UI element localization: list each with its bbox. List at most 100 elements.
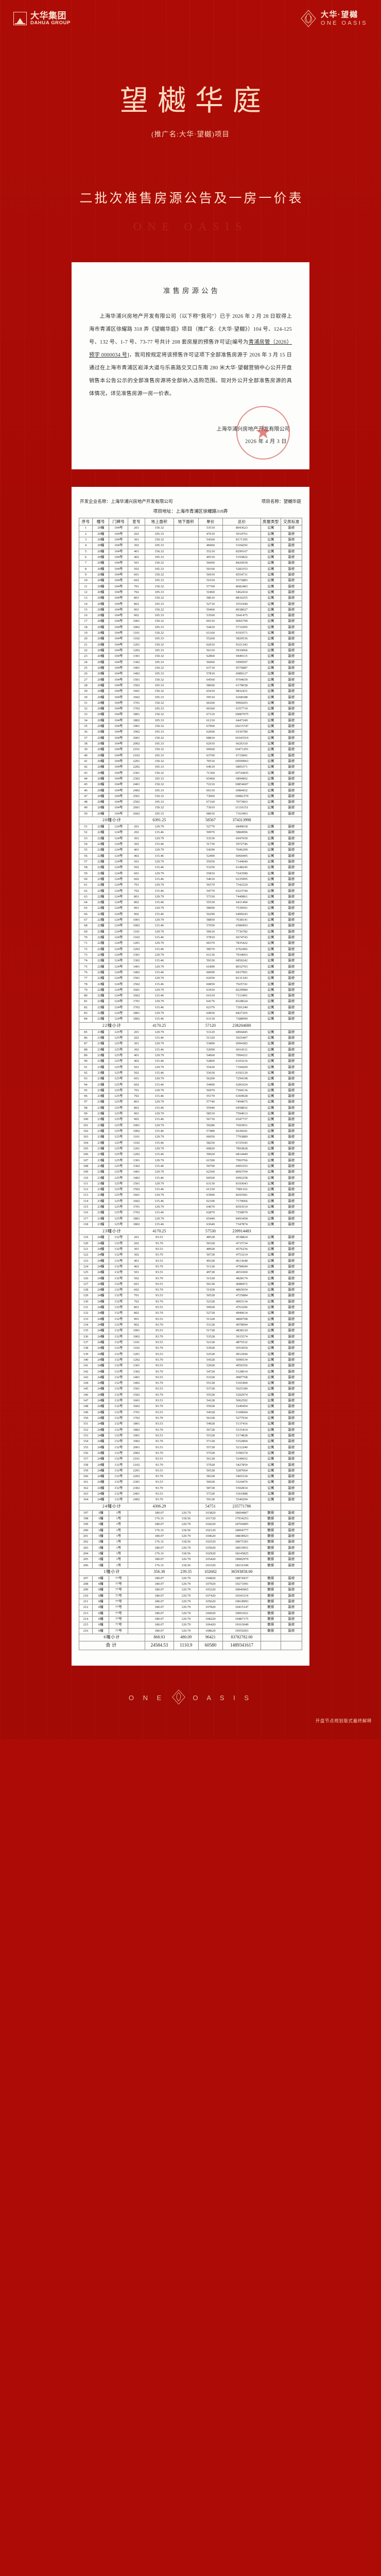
cell-地下面积 xyxy=(173,1210,199,1216)
cell-门牌号: 132号 xyxy=(109,1421,129,1428)
cell-门牌号: 132号 xyxy=(109,1252,129,1259)
cell-房屋类型: 公寓 xyxy=(260,993,281,999)
cell-序号: 207 xyxy=(79,1575,93,1582)
cell-房屋类型: 公寓 xyxy=(260,1490,281,1498)
cell-幢号: 6幢 xyxy=(92,1622,110,1629)
cell-幢号: 24幢 xyxy=(92,1467,110,1475)
cell-地下面积 xyxy=(173,1293,199,1299)
table-row: 119 24幢 132号 201 93.53 48528 4538824 公寓 装修 xyxy=(79,1234,303,1241)
cell-门牌号: 124号 xyxy=(109,934,129,941)
cell-单价: 62370 xyxy=(198,1004,223,1011)
cell-地上面积: 115.46 xyxy=(144,1163,174,1170)
cell-室号: 1601 xyxy=(128,1397,145,1404)
cell-幢号: 6幢 xyxy=(92,1628,110,1634)
cell-序号: 116 xyxy=(79,1210,93,1216)
cell-地下面积 xyxy=(173,1204,199,1211)
subtotal-cell-3: 238204680 xyxy=(222,1022,261,1030)
subtotal-cell-1 xyxy=(173,1502,199,1511)
cell-总价: 4940614 xyxy=(222,1310,261,1317)
cell-门牌号: 124号 xyxy=(109,900,129,906)
cell-交房标准: 装修 xyxy=(280,1234,303,1241)
cell-地下面积 xyxy=(173,1105,199,1111)
document-paragraph-head: 上海华浦兴房地产开发有限公司（以下称“我司”）已于 2026 年 2 月 28 … xyxy=(89,314,292,345)
cell-交房标准: 装修 xyxy=(280,1444,303,1451)
cell-交房标准: 装修 xyxy=(280,1616,303,1623)
cell-序号: 202 xyxy=(79,1539,93,1546)
cell-单价: 61610 xyxy=(198,993,223,999)
cell-总价: 7993766 xyxy=(222,1157,261,1164)
cell-总价: 4763296 xyxy=(222,1304,261,1311)
table-row: 124 24幢 132号 402 93.70 51128 4790694 公寓 装修 xyxy=(79,1263,303,1270)
table-row: 128 24幢 132号 602 93.70 51928 4865654 公寓 装修 xyxy=(79,1287,303,1294)
cell-总价: 4538824 xyxy=(222,1234,261,1241)
cell-序号: 162 xyxy=(79,1485,93,1492)
cell-地下面积: 120.79 xyxy=(173,1598,199,1605)
cell-单价: 62860 xyxy=(198,653,223,660)
cell-幢号: 23幢 xyxy=(92,1035,110,1042)
cell-门牌号: 104号 xyxy=(109,671,129,677)
cell-单价: 59510 xyxy=(198,694,223,701)
cell-总价: 18766895 xyxy=(222,1521,261,1528)
cell-室号: 501 xyxy=(128,858,145,866)
cell-序号: 88 xyxy=(79,1046,93,1053)
cell-总价: 5972746 xyxy=(222,841,261,848)
cell-交房标准: 装修 xyxy=(280,1485,303,1492)
table-row: 27 20幢 104号 1501 150.32 64560 9704659 公寓 装修 xyxy=(79,676,303,683)
cell-序号: 89 xyxy=(79,1052,93,1059)
table-row: 5 20幢 104号 401 150.32 55210 8299167 公寓 装修 xyxy=(79,548,303,555)
cell-地上面积: 93.53 xyxy=(144,1316,174,1323)
cell-交房标准: 装修 xyxy=(280,1134,303,1141)
cell-序号: 39 xyxy=(79,747,93,753)
table-row: 127 24幢 132号 601 93.53 50128 4688472 公寓 装修 xyxy=(79,1281,303,1288)
cell-交房标准: 装修 xyxy=(280,963,303,970)
cell-序号: 8 xyxy=(79,566,93,572)
cell-幢号: 24幢 xyxy=(92,1269,110,1276)
cell-室号: 502 xyxy=(128,1275,145,1282)
cell-交房标准: 装修 xyxy=(280,1275,303,1282)
cell-序号: 143 xyxy=(79,1374,93,1381)
cell-房屋类型: 公寓 xyxy=(260,1467,281,1475)
cell-地上面积: 93.70 xyxy=(144,1321,174,1329)
cell-地下面积 xyxy=(173,958,199,964)
table-row: 96 23幢 125号 702 115.46 55170 6369928 公寓 装修 xyxy=(79,1093,303,1100)
cell-总价: 19163049 xyxy=(222,1622,261,1629)
cell-室号: 701 xyxy=(128,1087,145,1094)
cell-序号: 41 xyxy=(79,758,93,765)
cell-交房标准: 装修 xyxy=(280,1058,303,1065)
cell-门牌号: 104号 xyxy=(109,630,129,637)
cell-总价: 4978094 xyxy=(222,1321,261,1329)
cell-地下面积 xyxy=(173,1456,199,1463)
cell-序号: 92 xyxy=(79,1070,93,1077)
cell-总价: 6499243 xyxy=(222,911,261,918)
cell-单价: 107020 xyxy=(198,1581,223,1588)
table-row: 151 24幢 132号 1801 93.53 54928 5137416 公寓 装修 xyxy=(79,1421,303,1428)
cell-交房标准: 装修 xyxy=(280,1180,303,1188)
cell-单价: 51010 xyxy=(198,578,223,584)
cell-单价: 55170 xyxy=(198,1093,223,1100)
cell-序号: 69 xyxy=(79,928,93,935)
cell-室号: 801 xyxy=(128,1304,145,1311)
cell-总价: 10982379 xyxy=(222,793,261,800)
cell-门牌号: 125号 xyxy=(109,1140,129,1146)
cell-单价: 58250 xyxy=(198,1140,223,1146)
cell-房屋类型: 公寓 xyxy=(260,1479,281,1486)
cell-单价: 64610 xyxy=(198,764,223,771)
cell-门牌号: 104号 xyxy=(109,525,129,532)
cell-幢号: 20幢 xyxy=(92,665,110,672)
cell-幢号: 23幢 xyxy=(92,1151,110,1158)
cell-序号: 79 xyxy=(79,987,93,994)
project-info: 项目名称：望樾华庭 xyxy=(262,498,301,504)
cell-房屋类型: 联排 xyxy=(260,1562,281,1569)
cell-总价: 5551944 xyxy=(222,601,261,607)
cell-房屋类型: 公寓 xyxy=(260,1281,281,1288)
cell-单价: 62010 xyxy=(198,641,223,648)
cell-房屋类型: 公寓 xyxy=(260,525,281,532)
footer-logo-left-text: O N E xyxy=(128,1693,165,1702)
cell-地下面积: 120.79 xyxy=(173,1545,199,1551)
cell-单价: 50928 xyxy=(198,1304,223,1311)
cell-总价: 18910951 xyxy=(222,1545,261,1551)
cell-室号: 1301 xyxy=(128,1363,145,1369)
cell-序号: 123 xyxy=(79,1258,93,1264)
cell-门牌号: 124号 xyxy=(109,963,129,970)
cell-交房标准: 装修 xyxy=(280,882,303,889)
